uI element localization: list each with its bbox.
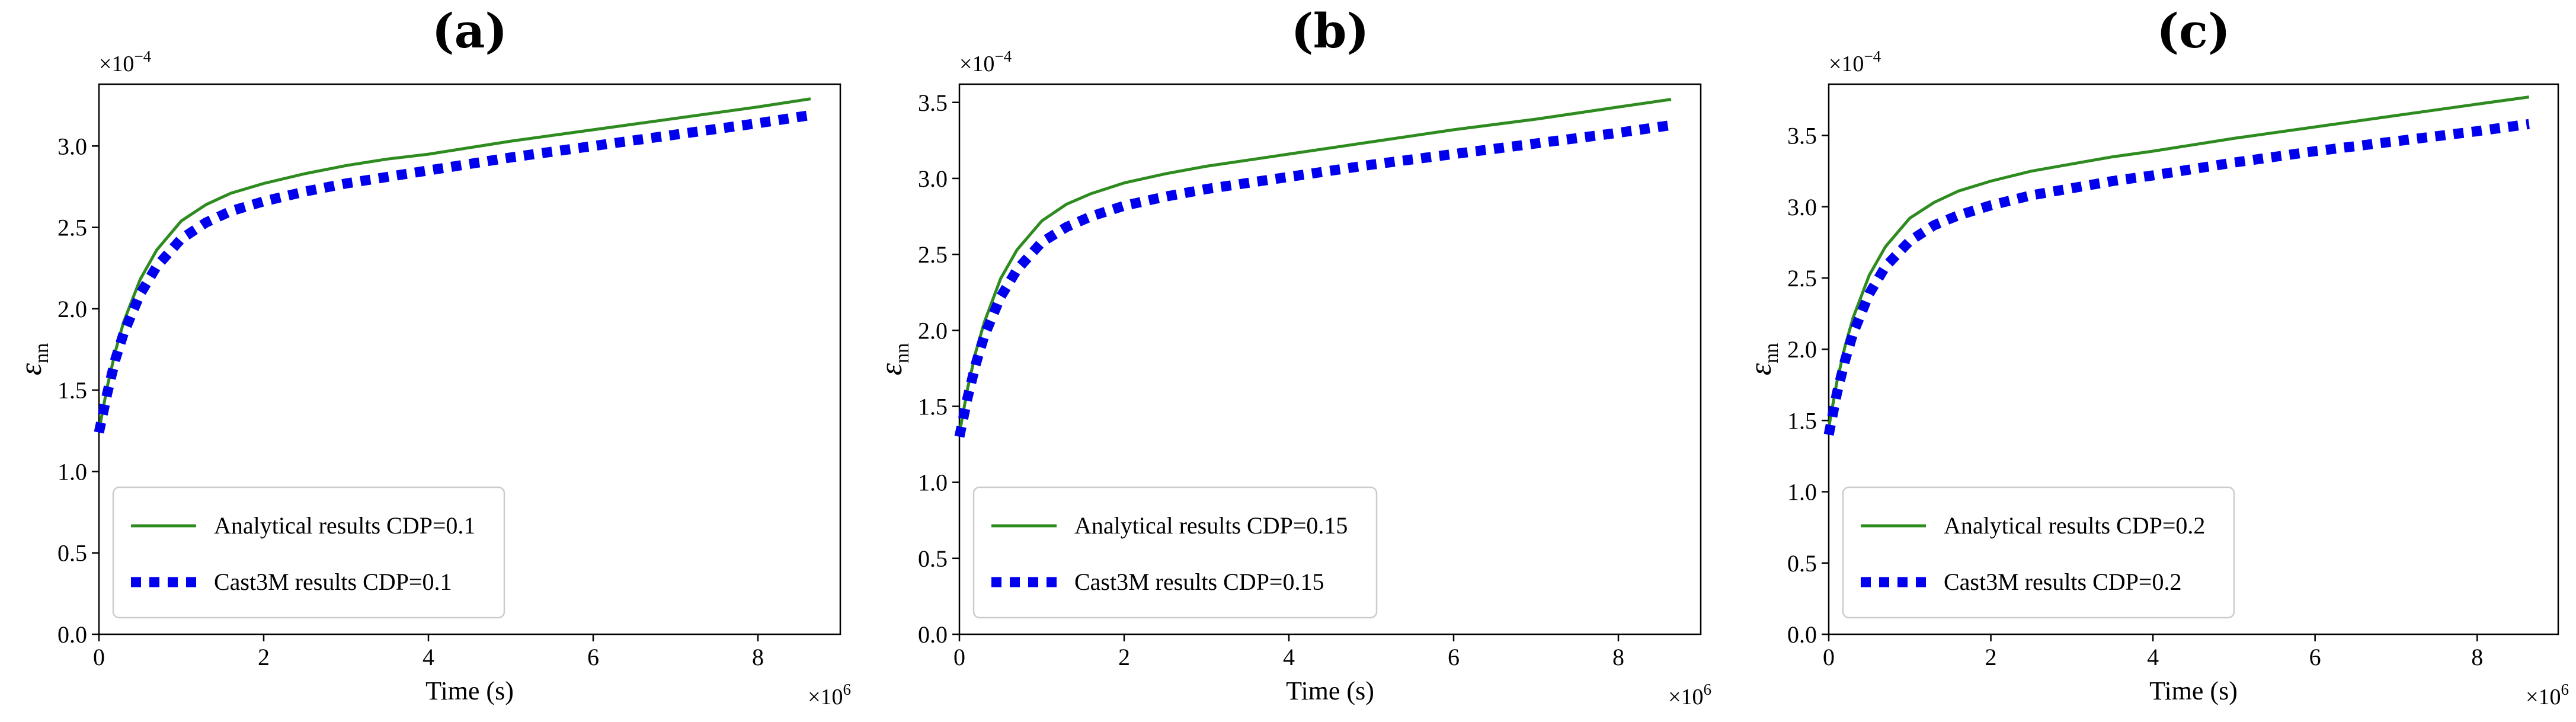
x-tick-label: 8 [2471, 644, 2483, 670]
x-axis-multiplier: ×106 [808, 681, 851, 710]
y-tick-label: 0.0 [1787, 621, 1817, 648]
x-axis-multiplier: ×106 [1668, 681, 1711, 710]
x-multiplier-exponent: 6 [1704, 681, 1712, 698]
legend-label: Analytical results CDP=0.15 [1074, 512, 1348, 539]
legend-box [972, 486, 1378, 619]
y-multiplier-base: ×10 [99, 52, 134, 76]
y-axis-symbol: ε [14, 363, 48, 375]
chart-panel-2: (b)0.00.51.01.52.02.53.03.50 2 4 6 8×10−4×10… [875, 3, 1711, 710]
plot-frame [958, 83, 1702, 635]
y-axis-multiplier: ×10−4 [1829, 47, 1881, 76]
y-tick-label: 1.5 [57, 377, 87, 404]
y-tick-label: 0.5 [1787, 550, 1817, 577]
analytical-series-line [958, 98, 1672, 435]
x-axis-label: Time (s) [2149, 676, 2238, 705]
panel-label: (a) [432, 3, 508, 59]
y-axis-label: εnn [14, 343, 53, 376]
y-tick-label: 0.0 [57, 621, 87, 648]
cast3m-series-line [1823, 119, 2530, 436]
legend-box [1842, 486, 2235, 619]
plot-frame [1828, 83, 2559, 635]
y-axis-multiplier: ×10−4 [99, 47, 152, 76]
y-tick-label: 2.5 [918, 241, 948, 268]
cast3m-series-line [94, 110, 812, 434]
x-axis-label: Time (s) [1286, 676, 1374, 705]
y-tick-label: 1.0 [918, 469, 948, 496]
x-tick-label: 8 [1612, 644, 1624, 670]
y-tick-label: 2.0 [918, 317, 948, 344]
legend-label: Cast3M results CDP=0.1 [214, 568, 452, 595]
x-multiplier-base: ×10 [1668, 685, 1703, 710]
y-tick-label: 3.5 [1787, 123, 1817, 149]
y-axis-subscript: nn [31, 343, 53, 363]
x-axis-multiplier: ×106 [2526, 681, 2569, 710]
y-tick-label: 3.0 [918, 165, 948, 192]
x-tick-label: 0 [1823, 644, 1835, 670]
y-axis-subscript: nn [891, 343, 913, 363]
y-multiplier-exponent: −4 [1864, 47, 1881, 65]
x-multiplier-base: ×10 [2526, 685, 2561, 710]
analytical-series-line [97, 97, 811, 432]
x-axis-label: Time (s) [425, 676, 514, 705]
legend-label: Cast3M results CDP=0.2 [1944, 568, 2181, 595]
y-axis-multiplier: ×10−4 [959, 47, 1012, 76]
legend-label: Analytical results CDP=0.2 [1944, 512, 2205, 539]
y-tick-label: 1.5 [1787, 407, 1817, 434]
y-tick-label: 3.5 [918, 90, 948, 116]
x-multiplier-exponent: 6 [2561, 681, 2569, 698]
y-tick-label: 0.5 [918, 545, 948, 572]
panel-label: (b) [1291, 3, 1369, 59]
y-axis-symbol: ε [1744, 363, 1778, 375]
x-multiplier-base: ×10 [808, 685, 843, 710]
panel-label: (c) [2156, 3, 2230, 59]
legend-label: Analytical results CDP=0.1 [214, 512, 475, 539]
cast3m-series-line [954, 120, 1672, 438]
x-tick-label: 0 [93, 644, 105, 670]
x-tick-label: 2 [1985, 644, 1997, 670]
y-tick-label: 3.0 [1787, 194, 1817, 221]
y-multiplier-exponent: −4 [994, 47, 1012, 65]
y-tick-label: 0.5 [57, 540, 87, 567]
analytical-series-line [1827, 95, 2530, 428]
x-tick-label: 0 [953, 644, 965, 670]
y-axis-subscript: nn [1761, 343, 1783, 363]
y-tick-label: 1.0 [57, 458, 87, 485]
y-tick-label: 0.0 [918, 621, 948, 648]
x-tick-label: 4 [423, 644, 434, 670]
y-multiplier-exponent: −4 [134, 47, 151, 65]
x-tick-label: 6 [587, 644, 599, 670]
x-tick-label: 6 [2309, 644, 2321, 670]
x-tick-label: 6 [1448, 644, 1460, 670]
x-tick-label: 8 [752, 644, 764, 670]
x-tick-label: 2 [1118, 644, 1130, 670]
chart-panel-3: (c)0.00.51.01.52.02.53.03.50 2 4 6 8×10−4×10… [1744, 3, 2569, 710]
x-tick-label: 2 [258, 644, 270, 670]
legend-box [112, 486, 505, 619]
x-tick-label: 4 [1283, 644, 1295, 670]
y-multiplier-base: ×10 [959, 52, 994, 76]
y-tick-label: 1.0 [1787, 479, 1817, 506]
plot-frame [98, 83, 841, 635]
legend-label: Cast3M results CDP=0.15 [1074, 568, 1324, 595]
y-axis-label: εnn [1744, 343, 1783, 376]
y-tick-label: 1.5 [918, 393, 948, 420]
y-multiplier-base: ×10 [1829, 52, 1864, 76]
chart-panel-1: (a)0.00.51.01.52.02.53.00 2 4 6 8×10−4×106Ti… [14, 3, 851, 710]
y-tick-label: 3.0 [57, 133, 87, 159]
y-tick-label: 2.5 [1787, 265, 1817, 292]
y-axis-symbol: ε [875, 363, 908, 375]
x-tick-label: 4 [2147, 644, 2159, 670]
y-tick-label: 2.5 [57, 215, 87, 241]
y-tick-label: 2.0 [1787, 336, 1817, 363]
y-tick-label: 2.0 [57, 296, 87, 322]
x-multiplier-exponent: 6 [843, 681, 852, 698]
y-axis-label: εnn [875, 343, 913, 376]
